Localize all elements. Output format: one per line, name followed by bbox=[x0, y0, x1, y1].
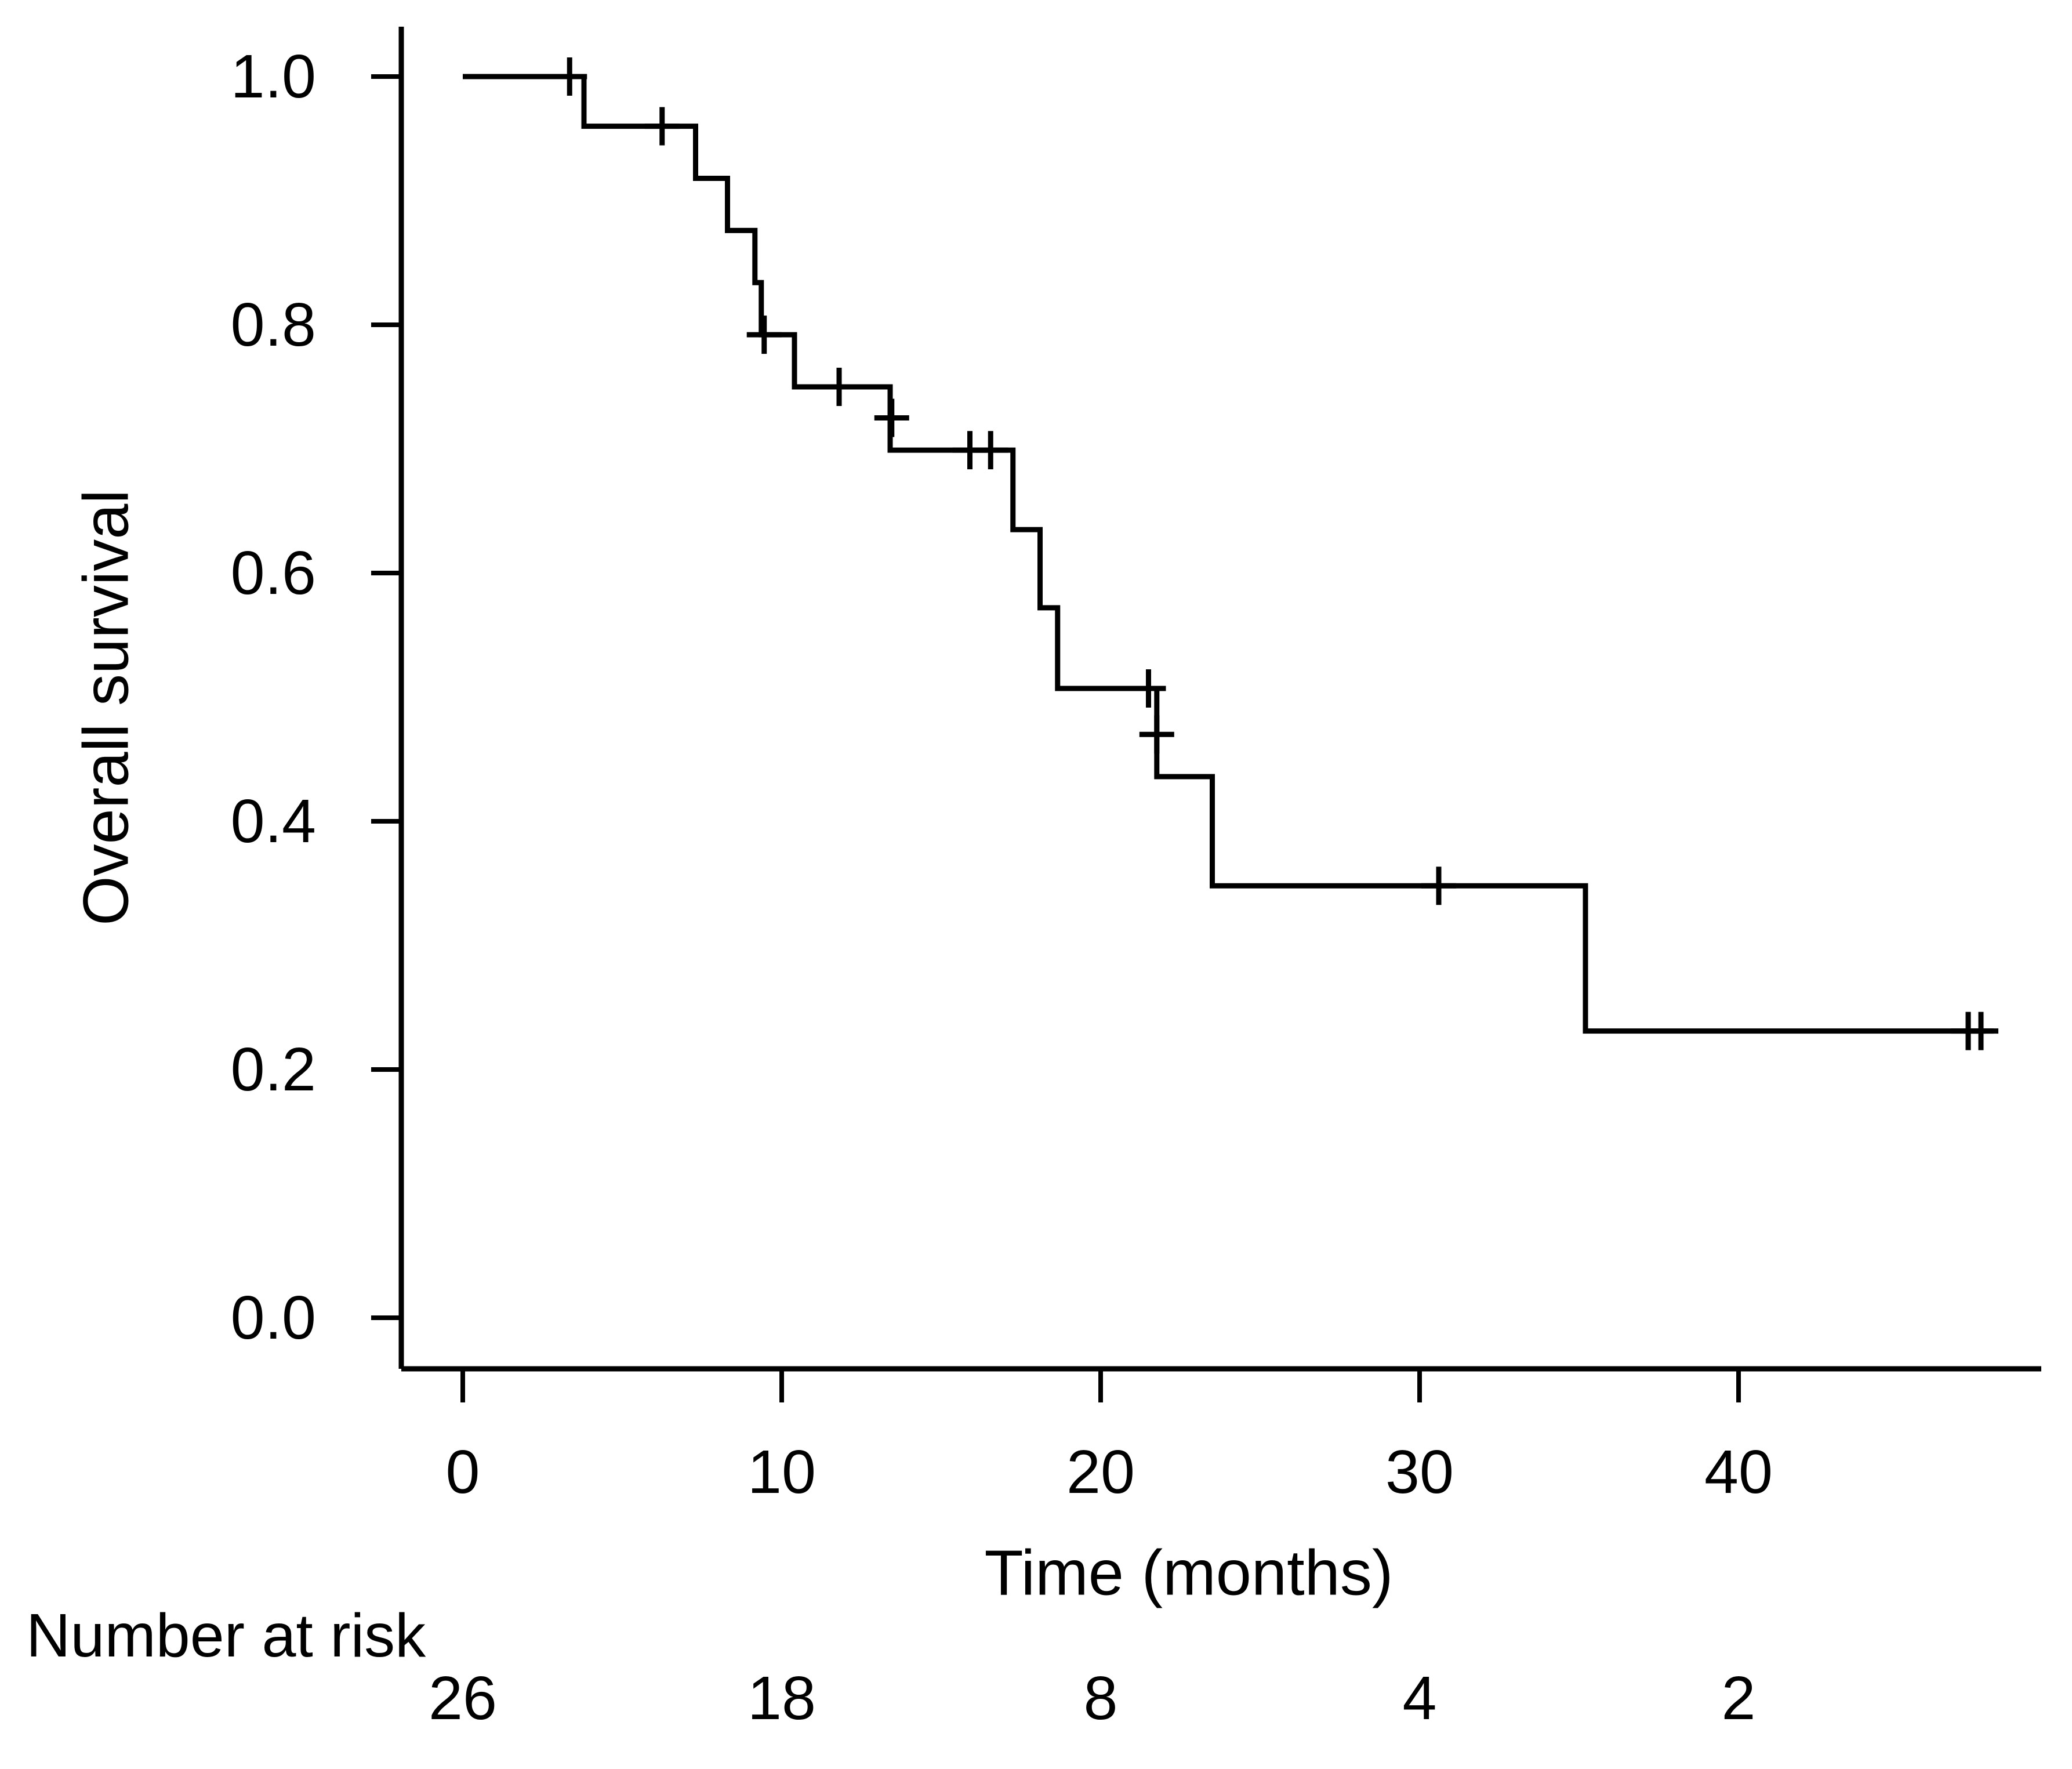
y-tick-label: 0.0 bbox=[231, 1284, 316, 1352]
x-axis-title: Time (months) bbox=[985, 1538, 1394, 1609]
censor-mark bbox=[1139, 715, 1174, 754]
km-curve bbox=[463, 74, 1994, 1034]
risk-table-values: 26 18 8 4 2 bbox=[429, 1664, 1755, 1732]
censor-mark bbox=[822, 368, 857, 406]
x-tick-label: 20 bbox=[1066, 1438, 1135, 1506]
censor-mark bbox=[874, 398, 909, 437]
censor-mark bbox=[1131, 669, 1166, 708]
risk-count: 18 bbox=[747, 1664, 816, 1732]
risk-table-title: Number at risk bbox=[26, 1601, 426, 1670]
censor-mark bbox=[552, 57, 587, 96]
censor-mark bbox=[1421, 867, 1456, 905]
x-tick-label: 30 bbox=[1385, 1438, 1454, 1506]
y-tick-label: 0.6 bbox=[231, 539, 316, 607]
censor-mark bbox=[973, 431, 1008, 470]
x-tick-label: 0 bbox=[446, 1438, 480, 1506]
y-tick-label: 1.0 bbox=[231, 42, 316, 111]
y-tick-label: 0.4 bbox=[231, 787, 316, 855]
censor-marks bbox=[552, 57, 1998, 1050]
censor-mark bbox=[644, 107, 680, 146]
censor-mark bbox=[746, 316, 782, 354]
y-tick-label: 0.2 bbox=[231, 1035, 316, 1104]
risk-count: 8 bbox=[1084, 1664, 1118, 1732]
survival-curve-path bbox=[463, 74, 1994, 1034]
y-axis-title: Overall survival bbox=[71, 490, 142, 926]
axes: 1.0 0.8 0.6 0.4 0.2 0.0 0 10 20 30 40 bbox=[231, 27, 2041, 1506]
x-tick-label: 10 bbox=[747, 1438, 816, 1506]
censor-mark bbox=[1964, 1012, 1998, 1050]
risk-count: 2 bbox=[1722, 1664, 1756, 1732]
x-tick-label: 40 bbox=[1704, 1438, 1773, 1506]
risk-count: 26 bbox=[429, 1664, 497, 1732]
risk-count: 4 bbox=[1403, 1664, 1437, 1732]
y-tick-label: 0.8 bbox=[231, 291, 316, 359]
